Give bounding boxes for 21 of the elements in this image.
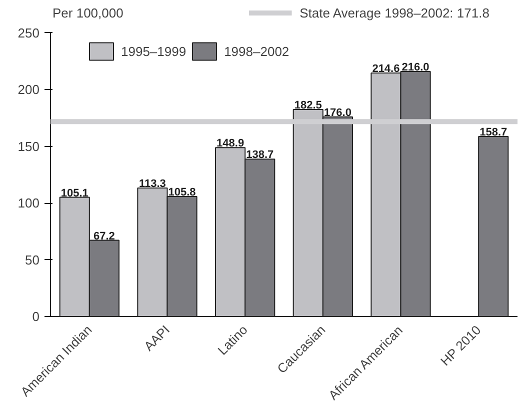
data-label: 105.8: [168, 186, 196, 198]
legend-label: 1995–1999: [121, 44, 186, 58]
data-label: 138.7: [246, 149, 274, 162]
legend-label: State Average 1998–2002: 171.8: [300, 6, 490, 21]
y-tick-label: 250: [18, 25, 40, 40]
data-label: 67.2: [94, 230, 115, 242]
data-label: 113.3: [139, 178, 166, 190]
y-axis-title: Per 100,000: [52, 6, 124, 21]
data-label: 176.0: [324, 106, 352, 119]
data-label: 105.1: [60, 187, 88, 200]
legend-label: 1998–2002: [224, 44, 290, 58]
data-label: 182.5: [294, 99, 322, 112]
y-tick-label: 150: [18, 138, 40, 154]
y-tick-label: 100: [18, 196, 40, 211]
y-tick-label: 0: [32, 309, 40, 324]
data-label: 148.9: [216, 138, 244, 150]
data-label: 158.7: [480, 126, 508, 138]
y-tick-label: 200: [18, 82, 40, 98]
data-label: 214.6: [372, 63, 400, 76]
y-tick-label: 50: [25, 252, 40, 268]
data-label: 216.0: [402, 61, 430, 74]
